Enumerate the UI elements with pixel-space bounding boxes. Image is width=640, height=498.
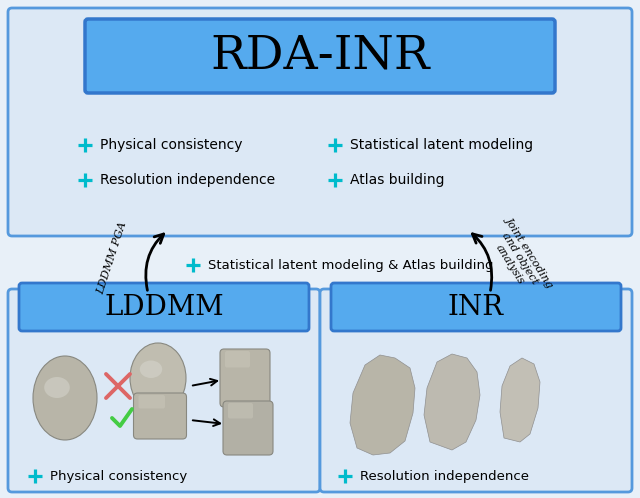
FancyBboxPatch shape bbox=[331, 283, 621, 331]
FancyBboxPatch shape bbox=[134, 393, 186, 439]
FancyBboxPatch shape bbox=[85, 19, 555, 93]
Text: Resolution independence: Resolution independence bbox=[100, 173, 275, 187]
FancyBboxPatch shape bbox=[228, 403, 253, 418]
FancyBboxPatch shape bbox=[320, 289, 632, 492]
Polygon shape bbox=[350, 355, 415, 455]
FancyBboxPatch shape bbox=[223, 401, 273, 455]
Ellipse shape bbox=[44, 377, 70, 398]
Text: RDA-INR: RDA-INR bbox=[211, 33, 429, 79]
Ellipse shape bbox=[140, 361, 162, 378]
Text: Joint encoding
and object
analysis: Joint encoding and object analysis bbox=[484, 215, 556, 301]
Polygon shape bbox=[500, 358, 540, 442]
Text: Physical consistency: Physical consistency bbox=[100, 138, 243, 152]
Text: Physical consistency: Physical consistency bbox=[50, 470, 188, 483]
FancyBboxPatch shape bbox=[8, 289, 320, 492]
Text: Statistical latent modeling & Atlas building: Statistical latent modeling & Atlas buil… bbox=[208, 258, 493, 271]
Ellipse shape bbox=[33, 356, 97, 440]
FancyBboxPatch shape bbox=[19, 283, 309, 331]
Text: LDDMM: LDDMM bbox=[104, 293, 224, 321]
Text: LDDMM PGA: LDDMM PGA bbox=[95, 221, 129, 296]
FancyBboxPatch shape bbox=[8, 8, 632, 236]
Text: Atlas building: Atlas building bbox=[350, 173, 445, 187]
Text: Resolution independence: Resolution independence bbox=[360, 470, 529, 483]
Text: INR: INR bbox=[448, 293, 504, 321]
Ellipse shape bbox=[130, 343, 186, 413]
FancyBboxPatch shape bbox=[220, 349, 270, 407]
FancyBboxPatch shape bbox=[225, 351, 250, 368]
Polygon shape bbox=[424, 354, 480, 450]
FancyBboxPatch shape bbox=[138, 395, 165, 408]
Text: Statistical latent modeling: Statistical latent modeling bbox=[350, 138, 533, 152]
